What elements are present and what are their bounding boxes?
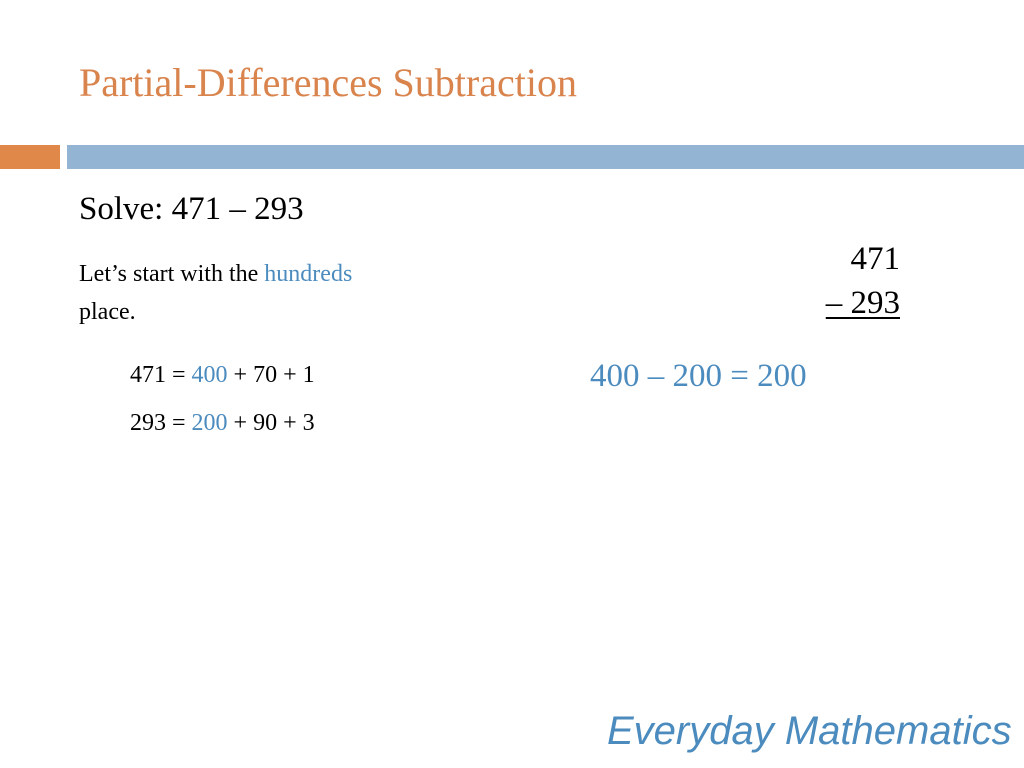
solve-prompt: Solve: 471 – 293: [79, 191, 304, 227]
decomposition-471: 471 = 400 + 70 + 1: [130, 359, 315, 391]
decomposition-lead: 471 =: [130, 362, 192, 388]
title-divider-bar: [67, 145, 1024, 169]
intro-text-tail: place.: [79, 299, 136, 325]
slide-title: Partial-Differences Subtraction: [79, 60, 577, 105]
intro-highlight-hundreds: hundreds: [264, 261, 353, 287]
decomposition-hundreds-value: 200: [191, 410, 228, 436]
decomposition-293: 293 = 200 + 90 + 3: [130, 407, 315, 439]
minuend: 471: [850, 241, 901, 277]
decomposition-rest: + 70 + 1: [227, 362, 315, 388]
decomposition-rest: + 90 + 3: [227, 410, 315, 436]
intro-text: Let’s start with the hundreds place.: [79, 255, 459, 331]
subtrahend: – 293: [825, 285, 900, 321]
intro-text-lead: Let’s start with the: [79, 261, 265, 287]
vertical-subtraction-problem: 471 – 293: [826, 237, 900, 325]
footer-brand-logo: Everyday Mathematics: [607, 709, 1012, 753]
title-divider-accent: [0, 145, 60, 169]
decomposition-lead: 293 =: [130, 410, 192, 436]
partial-difference-result: 400 – 200 = 200: [590, 358, 807, 394]
decomposition-hundreds-value: 400: [191, 362, 228, 388]
